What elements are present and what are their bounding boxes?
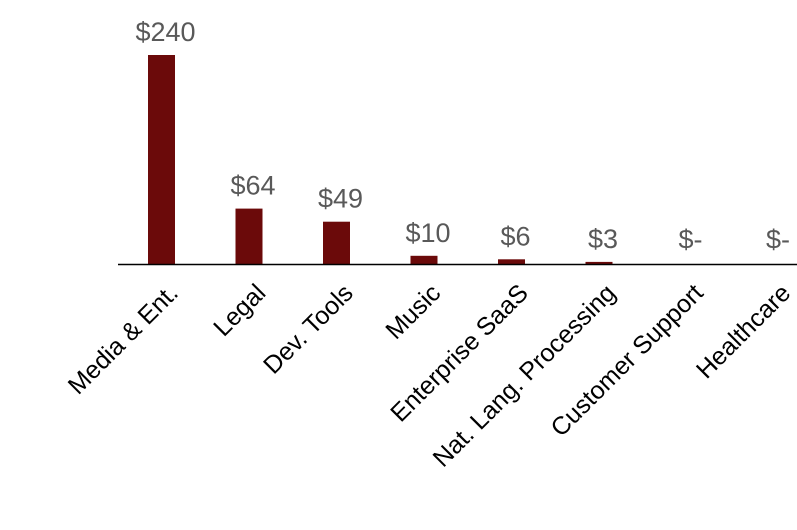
x-tick-label-2: Legal	[208, 279, 271, 342]
data-label-3: $49	[318, 184, 363, 214]
bar-6	[585, 261, 613, 265]
data-label-5: $6	[500, 221, 530, 251]
data-label-7: $-	[678, 225, 702, 255]
x-tick-label-3: Dev. Tools	[258, 279, 359, 380]
data-label-4: $10	[405, 218, 450, 248]
bar-5	[498, 259, 525, 265]
bar-3	[323, 221, 350, 265]
x-tick-label-7: Customer Support	[545, 279, 708, 442]
data-label-6: $3	[588, 224, 618, 254]
bar-2	[235, 208, 263, 265]
bars-group	[148, 55, 613, 265]
value-labels-group: $240 $64 $49 $10 $6 $3 $- $-	[135, 17, 790, 255]
data-label-1: $240	[135, 17, 195, 47]
x-tick-label-8: Healthcare	[691, 279, 796, 384]
bar-1	[148, 55, 175, 265]
bar-4	[410, 255, 438, 265]
data-label-2: $64	[230, 171, 275, 201]
x-tick-label-1: Media & Ent.	[63, 279, 184, 400]
data-label-8: $-	[766, 225, 790, 255]
x-tick-label-4: Music	[380, 279, 446, 345]
